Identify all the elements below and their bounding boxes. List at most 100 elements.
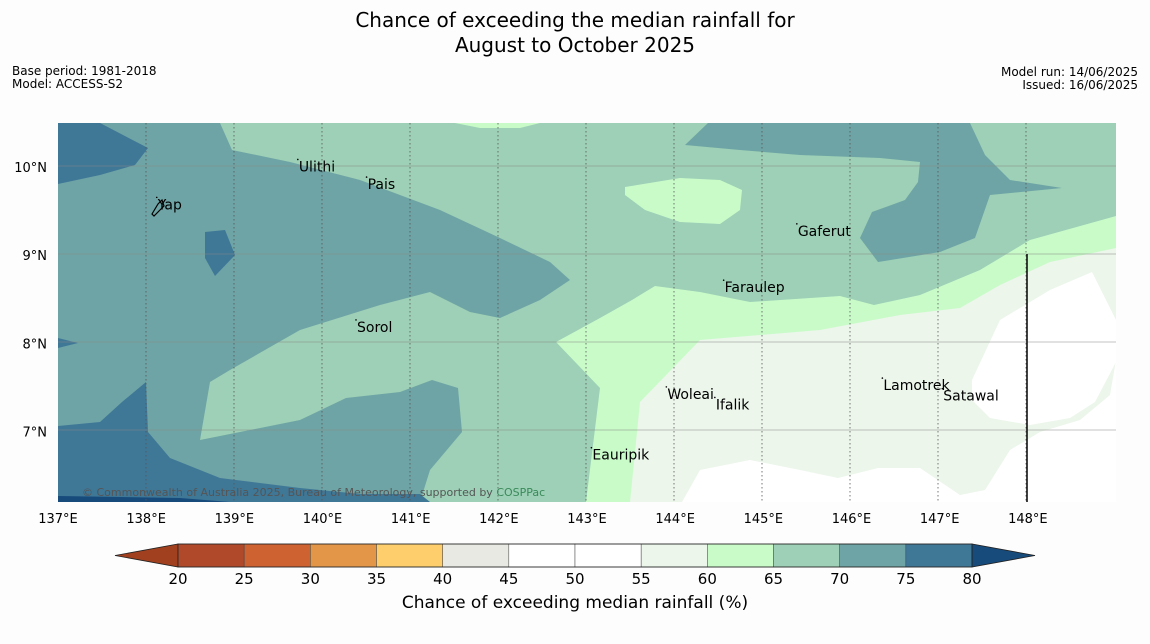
place-name: Faraulep bbox=[725, 280, 785, 296]
lon-tick-label: 147°E bbox=[920, 512, 960, 527]
model-run: Model run: 14/06/2025 bbox=[1000, 65, 1138, 79]
colorbar-label: Chance of exceeding median rainfall (%) bbox=[401, 593, 749, 613]
issued-date: Issued: 16/06/2025 bbox=[1022, 78, 1138, 92]
place-marker bbox=[796, 223, 798, 225]
colorbar-cell bbox=[508, 543, 576, 568]
lon-tick-label: 145°E bbox=[744, 512, 784, 527]
band-over-80-southwest bbox=[58, 382, 430, 502]
place-name: Ulithi bbox=[299, 159, 335, 175]
colorbar-tick-label: 70 bbox=[830, 570, 849, 588]
lon-tick-label: 143°E bbox=[567, 512, 607, 527]
place-name: Pais bbox=[368, 177, 396, 193]
band-75-80-upper bbox=[685, 123, 1062, 262]
lon-tick-label: 146°E bbox=[832, 512, 872, 527]
place-woleai: Woleai bbox=[665, 386, 714, 403]
colorbar-tick-label: 65 bbox=[764, 570, 783, 588]
band-over-80-west bbox=[58, 123, 148, 184]
lon-tick-label: 144°E bbox=[655, 512, 695, 527]
colorbar-ticks: 20 25 30 35 40 45 50 55 60 65 70 75 80 bbox=[168, 570, 981, 588]
place-name: Lamotrek bbox=[883, 378, 950, 394]
colorbar-cell bbox=[839, 543, 907, 568]
colorbar-tick-label: 80 bbox=[962, 570, 981, 588]
lon-tick-label: 138°E bbox=[126, 512, 166, 527]
place-marker bbox=[590, 446, 593, 449]
band-50-55-right bbox=[972, 272, 1116, 425]
place-marker bbox=[722, 279, 725, 282]
colorbar-frame bbox=[177, 543, 973, 568]
gridlines bbox=[145, 123, 1027, 502]
lat-tick-label: 9°N bbox=[23, 249, 48, 264]
band-60-65-patch bbox=[625, 178, 742, 224]
colorbar-cell bbox=[905, 543, 973, 568]
latitude-ticks: 10°N 9°N 8°N 7°N bbox=[14, 161, 47, 440]
lon-tick-label: 140°E bbox=[303, 512, 343, 527]
place-marker bbox=[355, 319, 357, 321]
place-name: Woleai bbox=[667, 387, 714, 403]
place-name: Sorol bbox=[357, 320, 392, 336]
colorbar-under-arrow bbox=[114, 543, 179, 568]
colorbar-tick-label: 30 bbox=[301, 570, 320, 588]
base-period: Base period: 1981-2018 bbox=[12, 64, 157, 78]
colorbar-cell bbox=[177, 543, 245, 568]
colorbar-tick-label: 55 bbox=[632, 570, 651, 588]
yap-island bbox=[151, 198, 165, 217]
colorbar-tick-label: 45 bbox=[499, 570, 518, 588]
colorbar-cell bbox=[773, 543, 840, 568]
lon-tick-label: 142°E bbox=[479, 512, 519, 527]
place-marker bbox=[714, 396, 716, 399]
place-marker bbox=[881, 377, 884, 379]
place-marker bbox=[297, 158, 299, 161]
band-over-80-yap bbox=[205, 230, 235, 276]
colorbar-cell bbox=[707, 543, 774, 568]
place-lamotrek: Lamotrek bbox=[881, 377, 950, 394]
colorbar-cell bbox=[243, 543, 311, 568]
meta-right: Model run: 14/06/2025 Issued: 16/06/2025 bbox=[1001, 66, 1138, 92]
title-line-1: Chance of exceeding the median rainfall … bbox=[355, 8, 795, 32]
lon-tick-label: 141°E bbox=[391, 512, 431, 527]
colorbar-tick-label: 20 bbox=[168, 570, 187, 588]
lat-tick-label: 10°N bbox=[14, 161, 47, 176]
colorbar-tick-label: 25 bbox=[235, 570, 254, 588]
colorbar-cell bbox=[310, 543, 377, 568]
copyright-text: © Commonwealth of Australia 2025, Bureau… bbox=[82, 486, 493, 499]
place-faraulep: Faraulep bbox=[722, 279, 785, 296]
band-60-65-top bbox=[455, 123, 540, 128]
lat-tick-label: 7°N bbox=[23, 425, 48, 440]
meta-left: Base period: 1981-2018 Model: ACCESS-S2 bbox=[12, 65, 157, 91]
lon-tick-label: 137°E bbox=[38, 512, 78, 527]
lon-tick-label: 139°E bbox=[215, 512, 255, 527]
place-labels: Ulithi Pais Yap Gaferut Faraulep Sorol WoleaiI… bbox=[155, 158, 999, 464]
place-name: Ifalik bbox=[716, 397, 750, 413]
colorbar-tick-label: 75 bbox=[896, 570, 915, 588]
band-over-80-southwest-edge bbox=[58, 496, 230, 502]
place-eauripik: Eauripik bbox=[590, 446, 650, 464]
lon-tick-label: 148°E bbox=[1008, 512, 1048, 527]
place-name: Satawal bbox=[943, 389, 998, 405]
lat-gridlines bbox=[58, 165, 1116, 431]
band-50-55 bbox=[682, 360, 1116, 502]
colorbar-tick-label: 35 bbox=[367, 570, 386, 588]
place-satawal: Satawal bbox=[941, 387, 999, 405]
place-ulithi: Ulithi bbox=[297, 158, 335, 175]
longitude-ticks: 137°E 138°E 139°E 140°E 141°E 142°E 143°E 144°E… bbox=[38, 512, 1047, 527]
place-name: Yap bbox=[157, 197, 182, 213]
band-over-80-left-notch bbox=[58, 338, 78, 348]
place-marker bbox=[365, 176, 368, 178]
cosppac-link[interactable]: COSPPac bbox=[496, 486, 545, 499]
place-marker bbox=[665, 386, 668, 388]
place-marker bbox=[155, 196, 158, 199]
place-name: Eauripik bbox=[592, 448, 650, 464]
copyright-notice: © Commonwealth of Australia 2025, Bureau… bbox=[82, 486, 545, 499]
map-title: Chance of exceeding the median rainfall … bbox=[0, 8, 1150, 58]
place-marker bbox=[941, 387, 944, 390]
title-line-2: August to October 2025 bbox=[454, 33, 696, 57]
colorbar-cell bbox=[376, 543, 443, 568]
colorbar-tick-label: 60 bbox=[698, 570, 717, 588]
place-name: Gaferut bbox=[798, 224, 852, 240]
colorbar-tick-label: 40 bbox=[433, 570, 452, 588]
colorbar-tick-label: 50 bbox=[565, 570, 584, 588]
colorbar-over-arrow bbox=[971, 543, 1036, 568]
lat-tick-label: 8°N bbox=[23, 337, 48, 352]
